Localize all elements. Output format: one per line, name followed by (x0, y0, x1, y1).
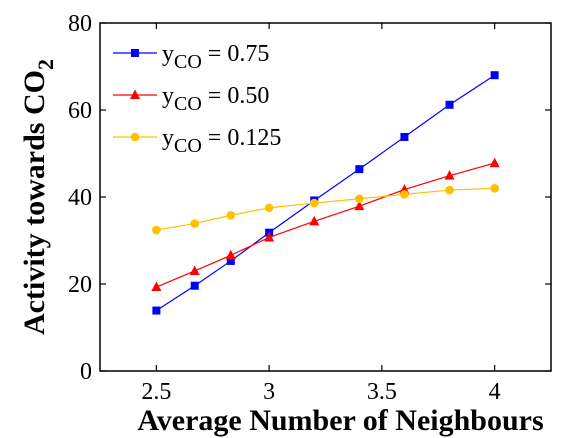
y-tick-label: 20 (68, 272, 92, 298)
x-tick-label: 3.5 (367, 379, 397, 405)
data-point-series-2 (190, 219, 200, 228)
data-point-series-2 (152, 225, 161, 235)
data-point-series-2 (355, 194, 364, 204)
series-line-0 (156, 74, 495, 312)
data-point-series-1 (264, 231, 275, 242)
plot-frame (99, 22, 552, 372)
legend-marker (131, 49, 139, 57)
data-point-series-2 (400, 190, 409, 199)
x-tick-label: 3 (263, 379, 275, 405)
data-point-series-1 (444, 170, 455, 180)
legend: yCO = 0.75 yCO = 0.50 yCO = 0.125 (113, 41, 281, 157)
x-tick-label: 4 (489, 379, 501, 405)
data-point-series-0 (226, 256, 235, 265)
y-axis-label: Activity towards CO2 (18, 59, 58, 335)
legend-marker (130, 132, 140, 142)
y-tick-label: 0 (80, 359, 92, 385)
legend-marker (130, 89, 140, 99)
data-point-series-1 (354, 200, 365, 211)
x-tick-label: 2.5 (141, 379, 171, 405)
data-point-series-1 (151, 281, 162, 292)
data-point-series-2 (490, 184, 499, 193)
data-point-series-0 (400, 132, 409, 141)
data-point-series-0 (190, 281, 199, 290)
series-line-1 (156, 162, 495, 288)
series-line-2 (156, 187, 495, 231)
y-axis-label-main: Activity towards CO (18, 70, 51, 335)
legend-label: yCO = 0.125 (162, 125, 281, 157)
data-point-series-2 (264, 203, 274, 213)
data-point-series-1 (489, 157, 500, 168)
data-point-series-2 (309, 198, 319, 208)
data-point-series-1 (309, 215, 320, 226)
data-point-series-1 (225, 249, 236, 260)
data-point-series-1 (189, 265, 200, 275)
legend-label: yCO = 0.75 (162, 41, 269, 73)
data-point-series-0 (152, 306, 161, 315)
y-tick-label: 40 (68, 185, 92, 211)
data-point-series-0 (490, 71, 499, 80)
legend-label: yCO = 0.50 (162, 83, 269, 115)
y-tick-label: 80 (68, 11, 92, 37)
x-axis-label: Average Number of Neighbours (137, 404, 543, 437)
y-axis-label-subscript: 2 (33, 59, 58, 70)
data-point-series-0 (355, 165, 364, 174)
series-layer (151, 71, 500, 315)
data-point-series-2 (226, 210, 236, 220)
data-point-series-0 (445, 100, 454, 109)
data-point-series-2 (445, 185, 454, 195)
y-tick-label: 60 (68, 98, 92, 124)
